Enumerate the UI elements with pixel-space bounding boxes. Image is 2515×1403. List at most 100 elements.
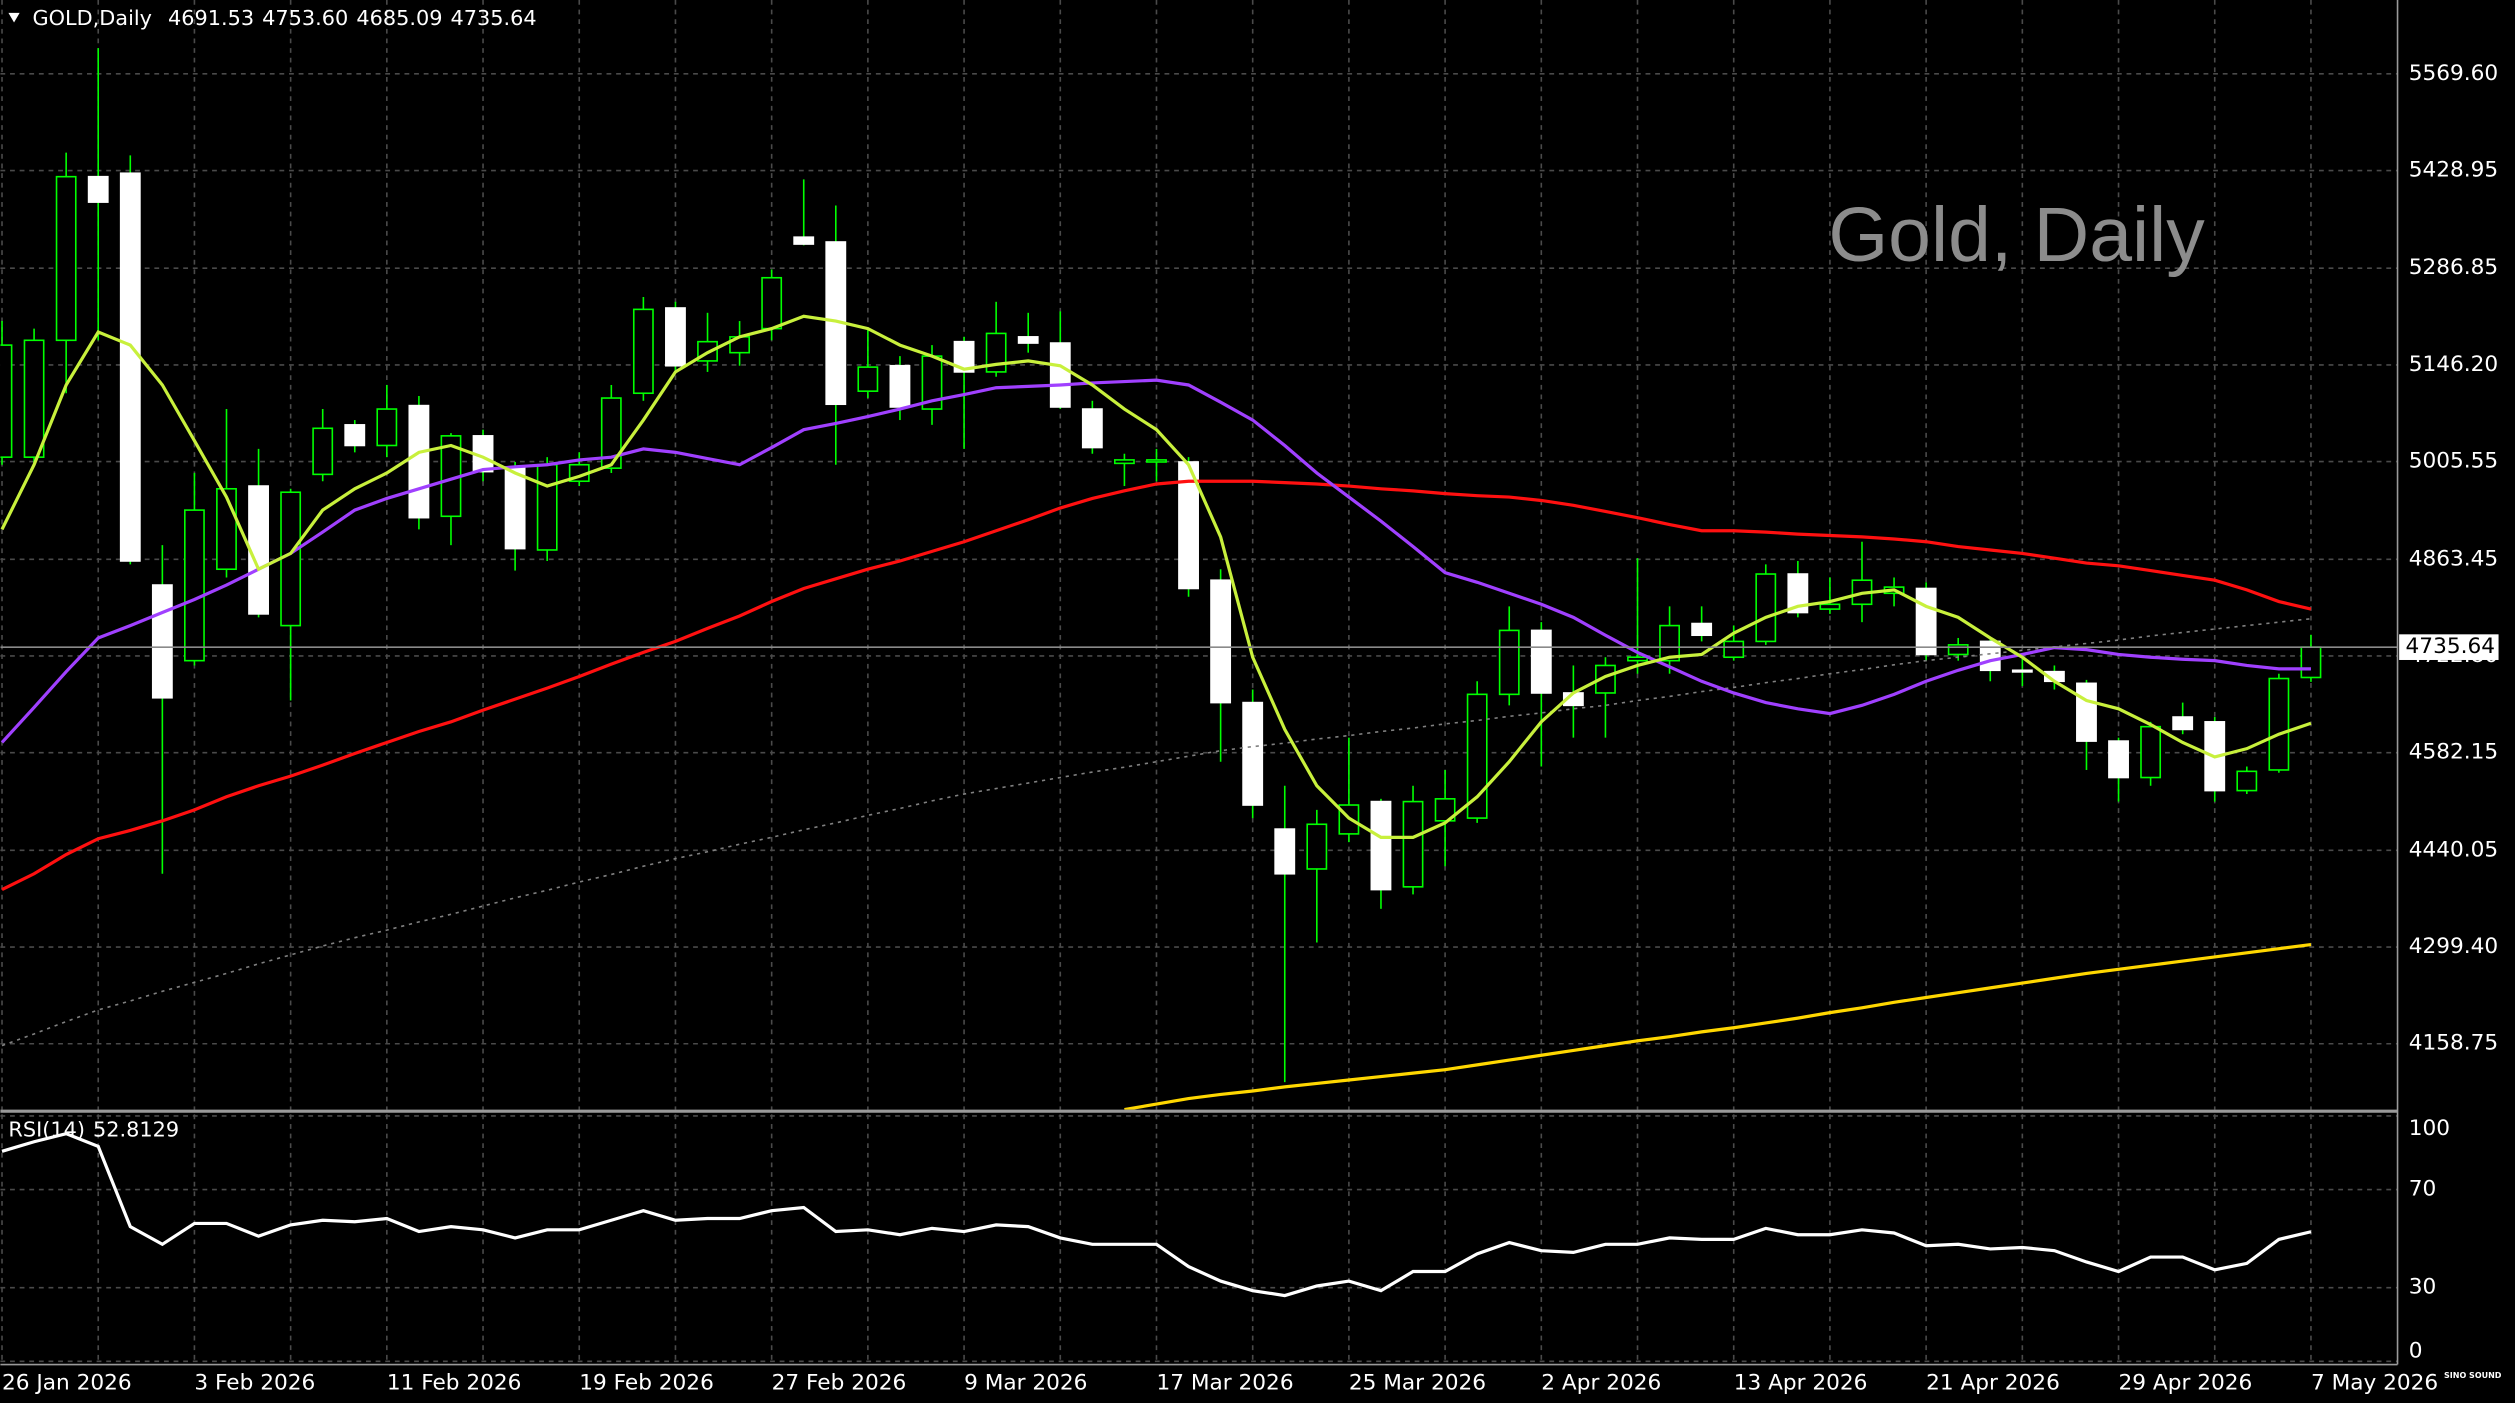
x-tick-label: 2 Apr 2026 <box>1541 1371 1661 1396</box>
x-tick-label: 9 Mar 2026 <box>964 1371 1087 1396</box>
price-tag <box>2399 634 2499 660</box>
candle-body <box>793 236 815 245</box>
open-value: 4691.53 <box>168 6 254 30</box>
candle-body <box>312 427 334 476</box>
candle-body <box>632 308 654 395</box>
header: GOLD,Daily 4691.53 4753.60 4685.09 4735.64 <box>32 6 536 30</box>
x-tick-label: 29 Apr 2026 <box>2119 1371 2253 1396</box>
x-tick-label: 25 Mar 2026 <box>1349 1371 1486 1396</box>
candle-body <box>600 397 622 469</box>
y-tick-label: 4582.15 <box>2409 740 2498 765</box>
x-tick-label: 11 Feb 2026 <box>387 1371 522 1396</box>
candle-body <box>2076 682 2097 742</box>
candle-body <box>1691 622 1713 637</box>
candle-body <box>953 340 975 373</box>
candle-body <box>1210 579 1232 704</box>
y-tick-label: 4299.40 <box>2409 934 2498 959</box>
line <box>1 617 2312 1047</box>
line <box>0 378 2311 744</box>
candle-body <box>1947 644 1969 656</box>
y-tick-label: 5286.85 <box>2409 255 2498 280</box>
candle-body <box>2300 646 2322 679</box>
x-tick-label: 26 Jan 2026 <box>2 1371 132 1396</box>
y-tick-label: 4863.45 <box>2409 546 2498 571</box>
candle-body <box>2268 677 2290 771</box>
logo: SINO SOUND <box>2444 1371 2502 1380</box>
candle-body <box>857 366 879 392</box>
menu-triangle[interactable] <box>8 12 20 23</box>
y-tick-label: 5428.95 <box>2409 158 2498 183</box>
candle-body <box>2172 716 2194 731</box>
candle-body <box>119 172 141 562</box>
watermark: Gold, Daily <box>1828 192 2205 278</box>
candle-body <box>761 276 783 330</box>
x-tick-label: 21 Apr 2026 <box>1926 1371 2060 1396</box>
candle-body <box>376 408 398 447</box>
candle-body <box>2108 740 2129 779</box>
x-tick-label: 17 Mar 2026 <box>1156 1371 1293 1396</box>
line <box>1 1131 2312 1298</box>
candle-body <box>1915 587 1937 656</box>
x-tick-label: 19 Feb 2026 <box>579 1371 714 1396</box>
candle-body <box>1466 693 1488 819</box>
candle-body <box>1049 342 1071 408</box>
candle-body <box>1498 629 1520 696</box>
y-tick-label: 30 <box>2409 1275 2437 1300</box>
candle-body <box>889 364 911 408</box>
candle-body <box>184 509 205 662</box>
y-tick-label: 4158.75 <box>2409 1031 2498 1056</box>
rsi-title: RSI(14) <box>8 1117 85 1141</box>
candle-body <box>1017 336 1039 344</box>
candle-body <box>1402 800 1424 888</box>
candle-body <box>1178 461 1199 590</box>
candle-body <box>1659 624 1681 662</box>
y-tick-label: 0 <box>2409 1339 2423 1364</box>
candle-body <box>1979 640 2001 672</box>
candle-body <box>2011 669 2033 673</box>
candle-body <box>1755 573 1777 643</box>
y-tick-label: 5569.60 <box>2409 61 2498 86</box>
candle-body <box>536 463 558 551</box>
candle-body <box>1627 656 1648 662</box>
y-tick-label: 5005.55 <box>2409 449 2498 474</box>
candle-body <box>1242 701 1264 806</box>
candle-body <box>2140 725 2162 779</box>
candle-body <box>1274 828 1296 875</box>
candle-body <box>504 467 526 550</box>
close-value: 4735.64 <box>450 6 536 30</box>
candle-body <box>1819 603 1841 610</box>
candle-body <box>151 584 173 699</box>
line <box>1 479 2312 892</box>
candle-body <box>2236 770 2258 792</box>
candle-body <box>55 175 77 342</box>
x-tick-label: 7 May 2026 <box>2311 1371 2438 1396</box>
candle-body <box>280 491 302 627</box>
x-tick-label: 13 Apr 2026 <box>1734 1371 1868 1396</box>
candle-body <box>1306 823 1328 870</box>
low-value: 4685.09 <box>356 6 442 30</box>
candle-body <box>1081 408 1103 449</box>
candle-body <box>665 307 686 367</box>
candle-body <box>408 404 430 519</box>
price-tag-label: 4735.64 <box>2406 634 2495 659</box>
rsi-header: RSI(14) 52.8129 <box>8 1117 179 1141</box>
y-tick-label: 4440.05 <box>2409 837 2498 862</box>
y-tick-label: 5146.20 <box>2409 352 2498 377</box>
x-tick-label: 3 Feb 2026 <box>194 1371 315 1396</box>
candle-body <box>1595 664 1616 694</box>
symbol: GOLD,Daily <box>32 6 151 30</box>
candle-body <box>1723 640 1745 659</box>
x-tick-label: 27 Feb 2026 <box>772 1371 907 1396</box>
high-value: 4753.60 <box>262 6 348 30</box>
candle-body <box>87 175 109 203</box>
y-tick-label: 70 <box>2409 1177 2437 1202</box>
line <box>0 314 2312 839</box>
rsi-value: 52.8129 <box>93 1117 179 1141</box>
candle-body <box>1146 459 1167 463</box>
candle-body <box>1113 459 1135 465</box>
candle-body <box>0 344 13 458</box>
y-tick-label: 100 <box>2409 1116 2450 1141</box>
candle-body <box>1370 800 1392 891</box>
